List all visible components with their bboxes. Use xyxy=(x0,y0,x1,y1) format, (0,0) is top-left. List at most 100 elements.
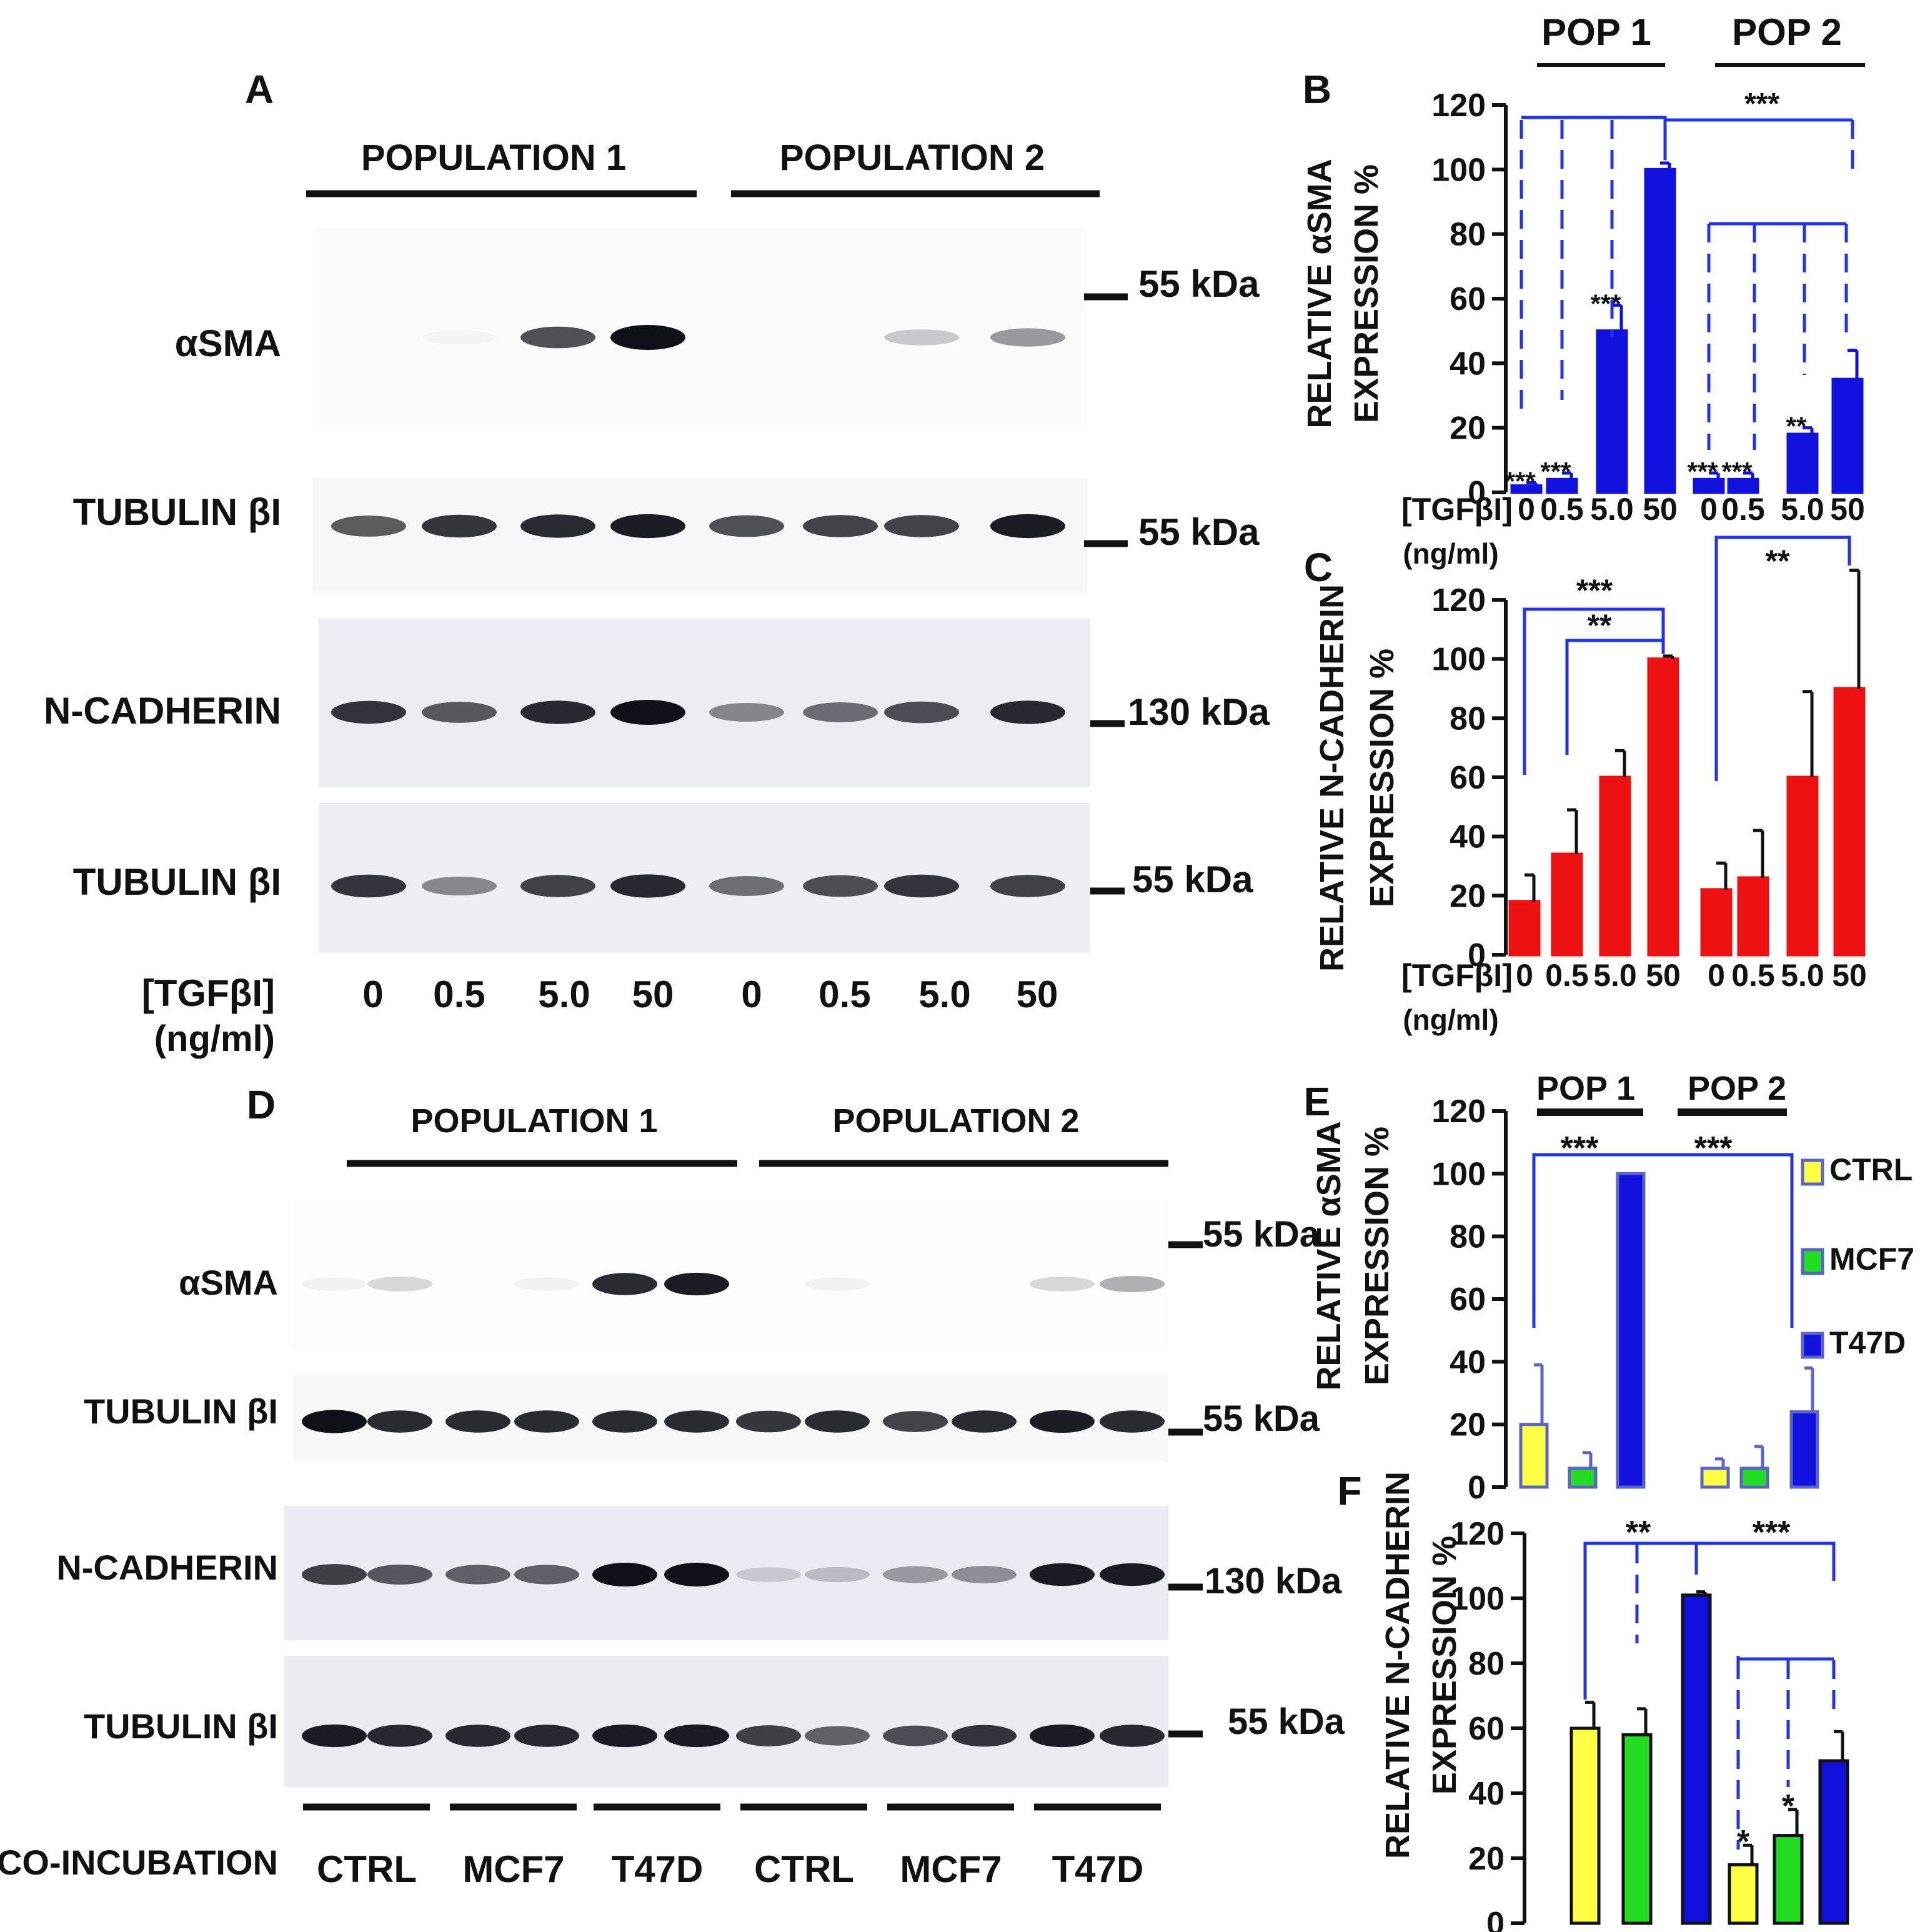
blot-band xyxy=(445,1565,510,1585)
blot-band xyxy=(514,1565,579,1585)
panel-d-group-label: CTRL xyxy=(754,1848,854,1890)
blot-band xyxy=(664,1563,729,1586)
y-tick-label: 40 xyxy=(1468,1776,1505,1812)
panel-letter: E xyxy=(1304,1079,1331,1124)
significance-bracket xyxy=(1736,1656,1834,1661)
blot-band xyxy=(610,700,685,725)
panel-a-dose: 5.0 xyxy=(538,973,590,1015)
x-axis-unit: (ng/ml) xyxy=(1403,1003,1498,1036)
y-tick-label: 20 xyxy=(1450,411,1486,447)
blot-band xyxy=(1100,1725,1165,1747)
blot-strip xyxy=(284,1656,1168,1787)
panel-a-dose: 0.5 xyxy=(818,973,870,1015)
y-tick-label: 100 xyxy=(1431,642,1486,678)
bar xyxy=(1831,377,1864,494)
panel-d-marker: 130 kDa xyxy=(1205,1561,1342,1601)
y-axis-label: EXPRESSION % xyxy=(1363,649,1401,907)
y-tick-label: 120 xyxy=(1450,1516,1505,1552)
y-tick-label: 60 xyxy=(1468,1711,1505,1747)
panel-d-group-label: MCF7 xyxy=(900,1848,1002,1890)
y-tick-label: 60 xyxy=(1450,760,1486,796)
panel-d-row-label: N-CADHERIN xyxy=(56,1548,278,1587)
x-tick-label: 0 xyxy=(1708,958,1725,993)
panel-d-row-label: TUBULIN βI xyxy=(84,1706,278,1746)
blot-band xyxy=(610,874,685,898)
legend-label: T47D xyxy=(1829,1325,1906,1360)
bar xyxy=(1786,432,1819,494)
blot-band xyxy=(514,1725,579,1747)
significance-star: * xyxy=(1782,1788,1795,1825)
panel-a-dose-label: [TGFβI] xyxy=(142,972,275,1014)
panel-a-dose: 50 xyxy=(632,973,674,1015)
blot-band xyxy=(1100,1410,1165,1433)
y-tick-label: 40 xyxy=(1450,819,1486,855)
y-tick-label: 0 xyxy=(1468,1470,1486,1506)
blot-band xyxy=(520,514,595,538)
y-tick-label: 120 xyxy=(1431,1093,1486,1130)
blot-band xyxy=(592,1724,657,1748)
blot-band xyxy=(520,875,595,897)
blot-band xyxy=(331,515,406,537)
bar xyxy=(1568,1466,1598,1489)
x-tick-label: 5.0 xyxy=(1590,492,1634,527)
y-tick-label: 120 xyxy=(1431,87,1486,124)
significance-bracket xyxy=(1532,1153,1794,1328)
bar xyxy=(1621,1733,1653,1925)
bar xyxy=(1644,167,1676,494)
blot-band xyxy=(1030,1410,1095,1433)
y-axis-label: EXPRESSION % xyxy=(1358,1127,1396,1385)
bar xyxy=(1546,477,1578,494)
blot-band xyxy=(302,1724,367,1748)
panel-a-population-2: POPULATION 2 xyxy=(780,137,1045,178)
panel-d-marker: 55 kDa xyxy=(1228,1701,1345,1742)
x-tick-label: 0.5 xyxy=(1721,492,1765,527)
significance-star: *** xyxy=(1505,467,1536,496)
blot-band xyxy=(884,701,959,724)
blot-band xyxy=(592,1410,657,1433)
bar xyxy=(1737,876,1769,957)
blot-band xyxy=(1030,1563,1095,1586)
x-tick-label: 50 xyxy=(1643,492,1678,527)
panel-d-group-label: T47D xyxy=(1052,1848,1144,1890)
blot-band xyxy=(302,1564,367,1585)
blot-band xyxy=(884,515,959,537)
chart-e: 0 20 40 60 80 100 120 RELATIVE αSMA EXPRESSION %… xyxy=(1304,1070,1914,1506)
y-tick-label: 120 xyxy=(1431,582,1486,619)
bracket-significance-star: *** xyxy=(1576,573,1613,608)
panel-a-dose: 0.5 xyxy=(433,973,485,1015)
group-header-label: POP 2 xyxy=(1732,11,1842,53)
blot-band xyxy=(803,875,878,897)
y-tick-label: 80 xyxy=(1450,700,1486,737)
y-tick-label: 0 xyxy=(1486,1906,1505,1932)
panel-a-population-1: POPULATION 1 xyxy=(361,137,626,178)
bar xyxy=(1789,1410,1819,1489)
x-axis-label: [TGFβI] xyxy=(1401,492,1513,527)
y-axis-label: RELATIVE αSMA xyxy=(1301,159,1338,428)
y-tick-label: 40 xyxy=(1450,1344,1486,1380)
blot-strip xyxy=(294,1200,1168,1350)
blot-band xyxy=(520,326,595,349)
legend-swatch xyxy=(1801,1158,1824,1186)
significance-bracket xyxy=(1663,117,1853,122)
x-tick-label: 5.0 xyxy=(1593,958,1637,993)
bar xyxy=(1773,1834,1804,1925)
panel-letter: F xyxy=(1337,1468,1361,1513)
y-tick-label: 100 xyxy=(1431,1156,1486,1192)
blot-band xyxy=(805,1410,870,1433)
blot-band xyxy=(664,1724,729,1748)
bar xyxy=(1569,1726,1601,1925)
panel-d-population-1: POPULATION 1 xyxy=(410,1102,657,1140)
bar xyxy=(1727,477,1759,494)
blot-band xyxy=(1030,1277,1095,1292)
bar xyxy=(1693,477,1725,494)
blot-band xyxy=(422,514,497,538)
blot-strip xyxy=(312,478,1087,594)
blot-band xyxy=(610,325,685,350)
blot-band xyxy=(1030,1724,1095,1748)
bar xyxy=(1510,484,1543,494)
blot-band xyxy=(883,1566,948,1583)
panel-d-group-label: T47D xyxy=(612,1848,704,1890)
blot-band xyxy=(422,702,497,723)
panel-d-row-label: TUBULIN βI xyxy=(84,1392,278,1431)
